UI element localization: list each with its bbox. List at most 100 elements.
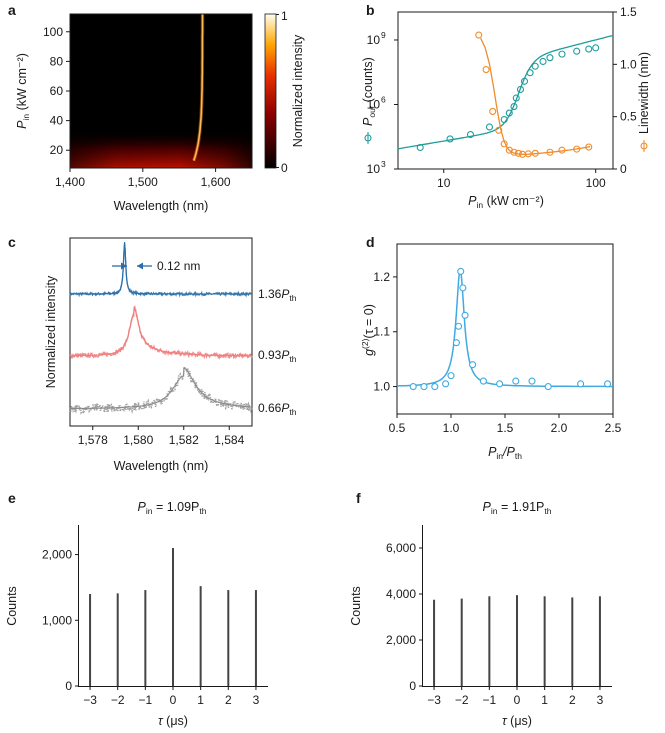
histogram-bar (144, 590, 147, 686)
linewidth-point (482, 66, 490, 74)
panel-d-xlabel: Pin/Pth (488, 445, 522, 461)
pout-point (466, 130, 475, 139)
panel-d-g2: 0.5 1.0 1.5 2.0 2.5 1.0 1.1 1.2 Pin/Pth g(2)(τ … (360, 243, 622, 461)
g2-point (420, 383, 428, 391)
linewidth-point (495, 126, 503, 134)
panel-a-xtick-label: 1,500 (128, 175, 158, 189)
panel-b-right-ytick-label: 0.5 (620, 110, 637, 124)
histogram-bar (433, 599, 436, 686)
panel-e-xlabel: τ (μs) (158, 714, 188, 728)
g2-point (409, 383, 417, 391)
panel-f-title: Pin = 1.91Pth (483, 500, 552, 516)
panel-b-right-ylabel-text: Linewidth (nm) (637, 52, 651, 134)
histogram-bar (116, 593, 119, 686)
pout-point (526, 69, 534, 77)
histogram-bar (543, 596, 546, 686)
panel-d-ytick-label: 1.2 (373, 270, 390, 284)
panel-d-xtick-label: 2.5 (605, 421, 622, 435)
g2-fit-curve (397, 269, 613, 388)
panel-a-ytick-label: 100 (43, 25, 63, 39)
g2-point (469, 361, 477, 369)
linewidth-point (558, 146, 566, 154)
panel-f-xtick-label: −2 (455, 693, 469, 707)
panel-a-ytick-label: 80 (50, 54, 64, 68)
spectrum-fit-1 (70, 306, 252, 357)
pout-point (516, 85, 525, 94)
panel-b-left-ytick-label: 10 (367, 97, 381, 111)
series-label-066: 0.66Pth (258, 401, 297, 417)
colorbar (264, 13, 277, 169)
fwhm-arrowhead-left (121, 262, 127, 270)
colorbar-tick-label-0: 0 (281, 161, 288, 175)
panel-b-left-ylabel-text: Pout (counts) (361, 57, 377, 126)
panel-b-xlabel: Pin (kW cm⁻²) (468, 194, 544, 210)
series-label-136: 1.36Pth (258, 287, 297, 303)
fwhm-annotation-text: 0.12 nm (157, 259, 200, 273)
panel-e-title: Pin = 1.09Pth (138, 500, 207, 516)
g2-point (452, 339, 460, 347)
panel-b-right-ytick-label: 1.0 (620, 57, 637, 71)
panel-d-xtick-label: 1.5 (497, 421, 514, 435)
panel-a-ytick-label: 40 (50, 114, 64, 128)
pout-point (416, 143, 424, 152)
g2-point (512, 377, 520, 385)
histogram-bar (227, 590, 230, 686)
panel-c-xtick-label: 1,578 (78, 433, 108, 447)
pout-point (505, 109, 513, 117)
panel-a-ytick-label: 20 (50, 143, 64, 157)
linewidth-point (475, 31, 483, 39)
histogram-bar (172, 548, 174, 686)
panel-f-xtick-label: 2 (569, 693, 576, 707)
lasing-mode-line-glow (192, 14, 205, 162)
panel-e-ytick-label: 1,000 (42, 613, 72, 627)
panel-e-xtick-label: −2 (111, 693, 125, 707)
panel-e-xtick-label: 2 (225, 693, 232, 707)
panel-e-ytick-label: 0 (65, 679, 72, 693)
panel-f-xtick-label: −1 (483, 693, 497, 707)
panel-label-c: c (8, 234, 16, 250)
linewidth-point (489, 107, 497, 115)
g2-point (544, 383, 552, 391)
panel-e-xtick-label: 1 (197, 693, 204, 707)
panel-c-xtick-label: 1,584 (214, 433, 244, 447)
histogram-bar (598, 596, 601, 686)
panel-label-d: d (366, 234, 375, 250)
lasing-mode-line (193, 14, 204, 161)
panel-e-ytick-label: 2,000 (42, 548, 72, 562)
pout-point (500, 115, 508, 124)
panel-a-ylabel: Pin (kW cm⁻²) (15, 53, 31, 129)
fwhm-annotation: 0.12 nm (112, 259, 200, 273)
fwhm-arrowhead-right (137, 262, 143, 270)
g2-point (496, 380, 504, 388)
linewidth-point (573, 145, 581, 153)
panel-b-left-ytick-exponent: 3 (381, 159, 386, 169)
spectrum-fit-0 (70, 241, 252, 295)
g2-point (528, 377, 536, 385)
panel-f-ytick-label: 0 (409, 679, 416, 693)
pout-point (585, 45, 593, 53)
panel-b-frame (397, 11, 614, 170)
panel-b-xtick-label: 100 (586, 176, 606, 190)
panel-f-xtick-label: −3 (427, 693, 441, 707)
histogram-bar (571, 597, 574, 686)
panel-d-ytick-label: 1.0 (373, 380, 390, 394)
histogram-bar (488, 596, 491, 686)
linewidth-fit-curve (480, 38, 591, 155)
g2-point (455, 322, 463, 330)
pout-point (510, 103, 518, 111)
linewidth-point (585, 143, 593, 151)
panel-c-ylabel: Normalized intensity (44, 275, 58, 388)
panel-f-histogram: Pin = 1.91Pth −3 −2 −1 0 1 2 3 0 2,000 4,000 6,000… (349, 500, 612, 728)
panel-b-xtick-label: 10 (437, 176, 451, 190)
panel-f-ytick-label: 2,000 (386, 633, 416, 647)
linewidth-point (500, 140, 508, 148)
series-label-093: 0.93Pth (258, 348, 297, 364)
panel-a-xtick-label: 1,600 (201, 175, 231, 189)
panel-b-left-ytick-label: 10 (367, 33, 381, 47)
linewidth-point (514, 149, 522, 157)
histogram-bar (516, 595, 518, 686)
panel-a-ytick-label: 60 (50, 84, 64, 98)
colorbar-label: Normalized intensity (291, 34, 305, 147)
panel-label-b: b (366, 2, 375, 18)
panel-e-xtick-label: 3 (253, 693, 260, 707)
